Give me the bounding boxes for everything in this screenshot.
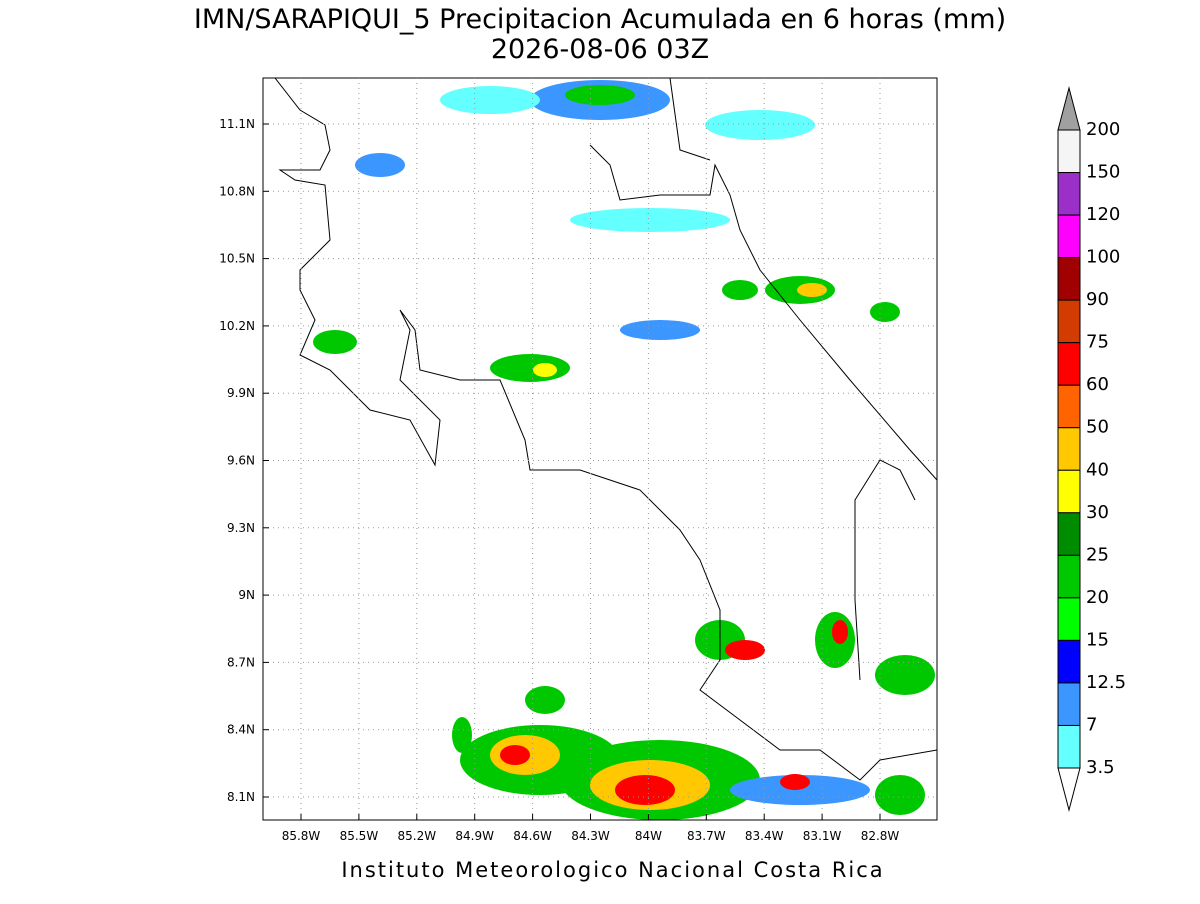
colorbar-label: 20 bbox=[1086, 587, 1109, 608]
lat-label: 10.8N bbox=[219, 184, 255, 198]
colorbar-box bbox=[1057, 639, 1081, 684]
lon-label: 85.8W bbox=[282, 829, 321, 843]
colorbar-box bbox=[1057, 342, 1081, 386]
coastline bbox=[274, 78, 937, 781]
colorbar-label: 40 bbox=[1086, 459, 1109, 480]
lat-label: 8.4N bbox=[227, 723, 255, 737]
lon-label: 84.6W bbox=[513, 829, 552, 843]
colorbar-label: 150 bbox=[1086, 162, 1120, 183]
colorbar-top bbox=[1057, 86, 1081, 131]
lon-label: 84.3W bbox=[571, 829, 610, 843]
lat-label: 11.1N bbox=[219, 117, 255, 131]
colorbar-label: 50 bbox=[1086, 417, 1109, 438]
colorbar-box bbox=[1057, 257, 1081, 301]
colorbar-box bbox=[1057, 214, 1081, 259]
lon-label: 84W bbox=[635, 829, 662, 843]
map: 11.1N 10.8N 10.5N 10.2N 9.9N 9.6N 9.3N 9N 8.7N 8.… bbox=[219, 77, 938, 843]
colorbar-label: 12.5 bbox=[1086, 672, 1126, 693]
lat-label: 9.3N bbox=[227, 521, 255, 535]
colorbar-box bbox=[1057, 129, 1081, 174]
lat-label: 10.2N bbox=[219, 319, 255, 333]
colorbar-label: 200 bbox=[1086, 119, 1120, 140]
lat-label: 9.9N bbox=[227, 386, 255, 400]
title: IMN/SARAPIQUI_5 Precipitacion Acumulada … bbox=[194, 4, 1006, 35]
colorbar-label: 30 bbox=[1086, 502, 1109, 523]
colorbar-label: 15 bbox=[1086, 629, 1109, 650]
colorbar-label: 90 bbox=[1086, 289, 1109, 310]
precipitation bbox=[313, 80, 935, 820]
lon-label: 84.9W bbox=[455, 829, 494, 843]
lon-label: 82.8W bbox=[861, 829, 900, 843]
colorbar-box bbox=[1057, 724, 1081, 769]
colorbar-box bbox=[1057, 299, 1081, 344]
lat-label: 9.6N bbox=[227, 454, 255, 468]
footer: Instituto Meteorologico Nacional Costa R… bbox=[341, 858, 884, 882]
colorbar-box bbox=[1057, 512, 1081, 556]
colorbar-label: 7 bbox=[1086, 714, 1097, 735]
colorbar-label: 75 bbox=[1086, 332, 1109, 353]
colorbar-box bbox=[1057, 427, 1081, 471]
colorbar-box bbox=[1057, 682, 1081, 726]
subtitle: 2026-08-06 03Z bbox=[491, 34, 709, 65]
colorbar-bottom bbox=[1057, 767, 1081, 812]
lon-label: 85.5W bbox=[340, 829, 379, 843]
lon-label: 83.1W bbox=[803, 829, 842, 843]
colorbar-label: 100 bbox=[1086, 247, 1120, 268]
lat-label: 10.5N bbox=[219, 252, 255, 266]
lat-label: 8.1N bbox=[227, 790, 255, 804]
colorbar-label: 60 bbox=[1086, 374, 1109, 395]
lon-label: 83.7W bbox=[687, 829, 726, 843]
colorbar-label: 120 bbox=[1086, 204, 1120, 225]
lon-label: 85.2W bbox=[398, 829, 437, 843]
colorbar-box bbox=[1057, 172, 1081, 216]
colorbar-label: 25 bbox=[1086, 544, 1109, 565]
lat-label: 8.7N bbox=[227, 655, 255, 669]
colorbar-box bbox=[1057, 469, 1081, 514]
colorbar-box bbox=[1057, 554, 1081, 599]
map-frame bbox=[262, 77, 938, 821]
colorbar: 200 150 120 100 90 75 60 50 40 30 25 20 15 12.5 7 3.5 bbox=[1057, 86, 1126, 812]
colorbar-label: 3.5 bbox=[1086, 757, 1115, 778]
lon-label: 83.4W bbox=[745, 829, 784, 843]
lat-label: 9N bbox=[238, 588, 255, 602]
colorbar-box bbox=[1057, 597, 1081, 641]
colorbar-box bbox=[1057, 384, 1081, 429]
